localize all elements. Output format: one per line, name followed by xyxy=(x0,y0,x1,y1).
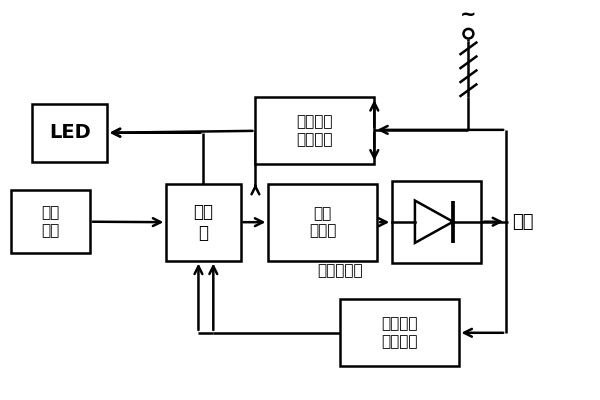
Text: 移相
触发器: 移相 触发器 xyxy=(309,206,337,238)
Text: 温度传感器: 温度传感器 xyxy=(317,263,362,278)
FancyBboxPatch shape xyxy=(268,184,377,261)
FancyBboxPatch shape xyxy=(340,299,458,366)
Text: ~: ~ xyxy=(460,5,476,24)
Text: 电流、电
压传感器: 电流、电 压传感器 xyxy=(296,115,333,147)
FancyBboxPatch shape xyxy=(392,181,481,262)
FancyBboxPatch shape xyxy=(166,184,241,261)
Text: 电流、电
压传感器: 电流、电 压传感器 xyxy=(381,316,418,349)
Text: LED: LED xyxy=(49,123,91,142)
Text: 键盘
输入: 键盘 输入 xyxy=(41,206,59,238)
FancyBboxPatch shape xyxy=(32,104,107,162)
FancyBboxPatch shape xyxy=(256,97,374,164)
FancyBboxPatch shape xyxy=(11,190,90,253)
Text: 输出: 输出 xyxy=(512,213,533,231)
Text: 单片
机: 单片 机 xyxy=(193,203,214,242)
